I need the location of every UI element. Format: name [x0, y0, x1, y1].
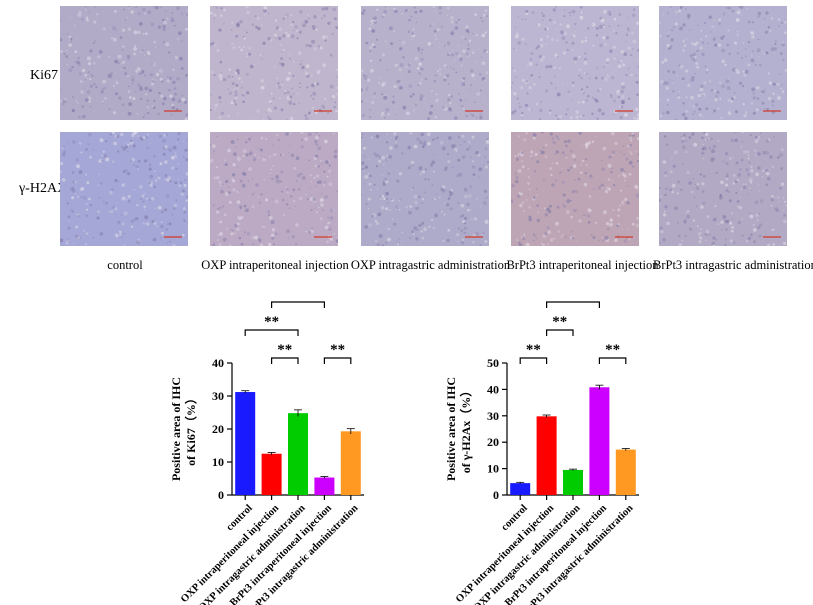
ki67-sig-bracket-0	[244, 329, 299, 336]
micrograph-ki67-2	[361, 6, 489, 120]
h2ax-ytick-label: 0	[493, 488, 499, 502]
h2ax-bar-4	[615, 449, 636, 495]
h2ax-sig-label-0: **	[526, 342, 541, 358]
h2ax-y-axis-label: Positive area of IHCof γ-H2Ax（%）	[444, 377, 473, 481]
h2ax-bar-3	[589, 387, 610, 495]
ki67-sig-label-2: **	[291, 300, 306, 302]
ki67-sig-label-4: **	[330, 342, 345, 358]
h2ax-ytick-label: 30	[487, 409, 499, 423]
ki67-bar-3	[314, 477, 335, 495]
h2ax-sig-bracket-1	[546, 329, 574, 336]
group-label-brpt3-ip: BrPt3 intraperitoneal injection	[506, 258, 659, 272]
ki67-sig-bracket-2	[271, 301, 325, 308]
row-label-h2ax: γ-H2AX	[19, 181, 68, 196]
h2ax-sig-bracket-0	[519, 357, 548, 364]
group-label-oxp-ip: OXP intraperitoneal injection	[201, 258, 349, 272]
ki67-sig-bracket-4	[323, 357, 352, 364]
ki67-ytick-label: 0	[218, 488, 224, 502]
micrograph-ki67-1	[210, 6, 338, 120]
ki67-bar-2	[288, 413, 308, 495]
row-label-ki67: Ki67	[30, 68, 58, 83]
h2ax-ytick-label: 20	[487, 435, 499, 449]
micrograph-h2ax-2	[361, 132, 489, 246]
ki67-sig-bracket-1	[271, 357, 299, 364]
group-label-brpt3-ig: BrPt3 intragastric administration	[653, 258, 813, 272]
h2ax-bar-2	[563, 469, 583, 495]
ki67-ytick-label: 40	[212, 356, 224, 370]
ki67-bar-1	[261, 453, 282, 495]
group-label-control: control	[107, 258, 143, 272]
ki67-ytick-label: 20	[212, 422, 224, 436]
ki67-sig-label-1: **	[277, 342, 292, 358]
h2ax-ytick-label: 50	[487, 356, 499, 370]
h2ax-ytick-label: 10	[487, 462, 499, 476]
ki67-y-axis-label: Positive area of IHCof Ki67（%）	[169, 377, 198, 481]
micrograph-h2ax-3	[511, 132, 639, 246]
h2ax-sig-label-4: **	[605, 342, 620, 358]
micrograph-ki67-0	[60, 6, 188, 120]
micrograph-ki67-3	[511, 6, 639, 120]
ki67-ytick-label: 30	[212, 389, 224, 403]
h2ax-sig-label-2: **	[566, 300, 581, 302]
h2ax-sig-bracket-2	[546, 301, 600, 308]
micrograph-h2ax-0	[60, 132, 188, 246]
h2ax-sig-label-1: **	[552, 314, 567, 330]
h2ax-bar-0	[510, 483, 531, 495]
h2ax-ytick-label: 40	[487, 382, 499, 396]
micrograph-ki67-4	[659, 6, 787, 120]
group-label-oxp-ig: OXP intragastric administration	[350, 258, 511, 272]
h2ax-bar-1	[536, 416, 557, 495]
ki67-bar-0	[235, 392, 256, 495]
micrograph-h2ax-4	[659, 132, 787, 246]
h2ax-bar-chart: 0 10 20 30 40 50 Positive area of IHCof γ-H2Ax…	[444, 300, 639, 605]
ki67-ytick-label: 10	[212, 455, 224, 469]
h2ax-sig-bracket-4	[598, 357, 627, 364]
ki67-sig-label-0: **	[264, 314, 279, 330]
micrograph-h2ax-1	[210, 132, 338, 246]
ki67-bar-4	[340, 431, 361, 495]
